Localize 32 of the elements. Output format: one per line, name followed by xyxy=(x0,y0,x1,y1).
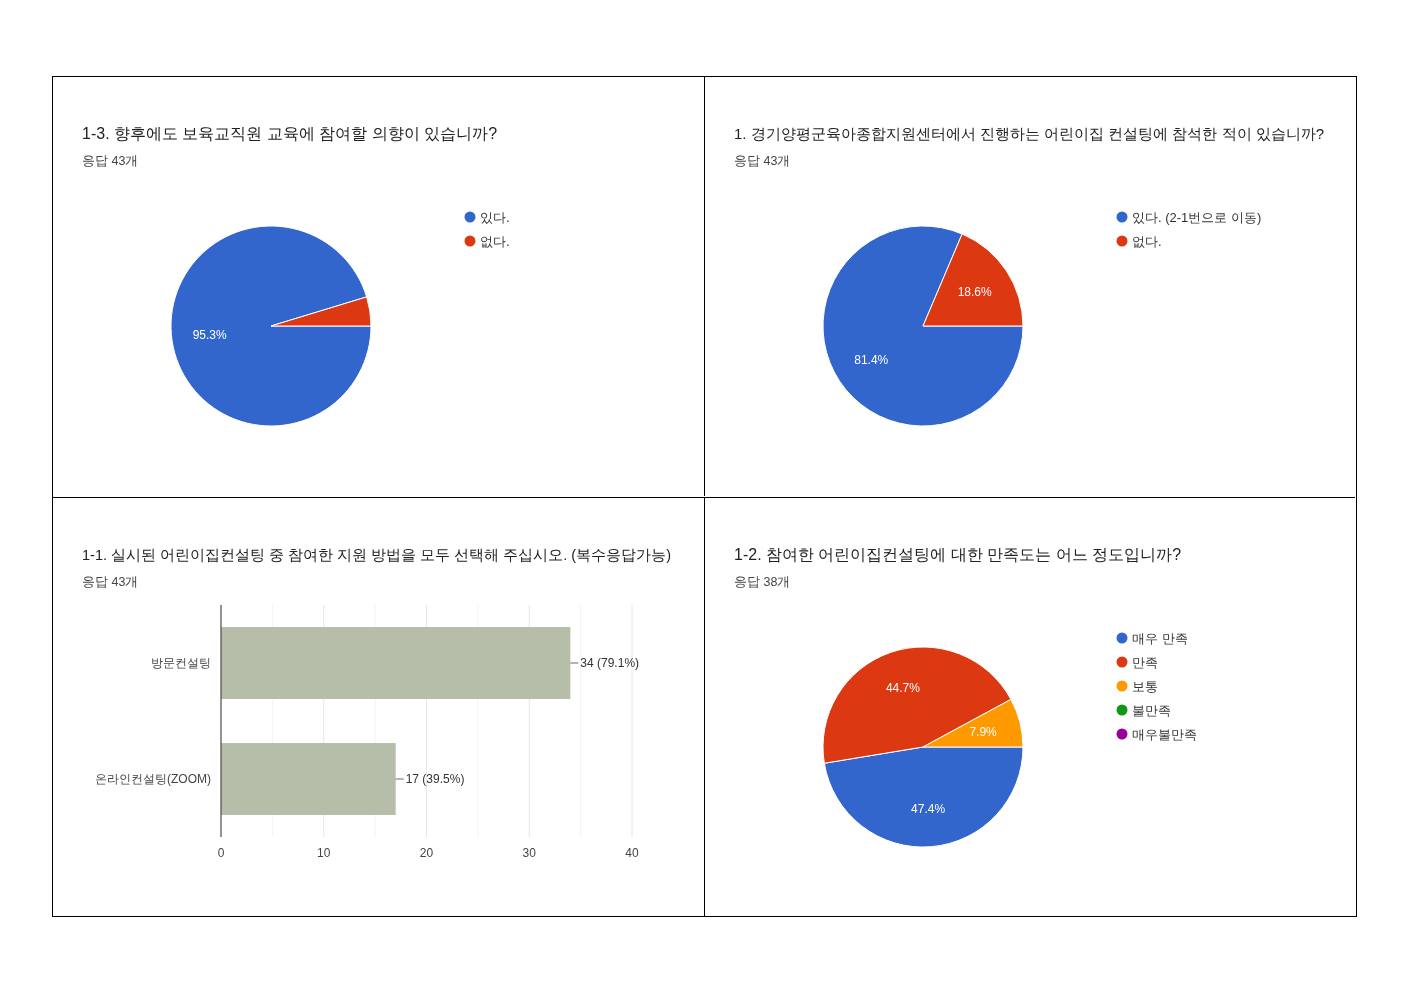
x-tick-label: 40 xyxy=(625,846,639,860)
chart-subtitle: 응답 43개 xyxy=(734,154,791,168)
text: 응답 43개 xyxy=(82,575,139,589)
legend-label: 매우 만족 xyxy=(1132,631,1188,646)
legend-label: 있다. xyxy=(480,210,510,225)
data-label: 17 (39.5%) xyxy=(405,772,465,786)
legend-label: 만족 xyxy=(1132,655,1158,670)
data-label: 44.7% xyxy=(885,681,921,696)
legend-label: 없다. xyxy=(1132,234,1162,249)
chart-title: 1-1. 실시된 어린이집컨설팅 중 참여한 지원 방법을 모두 선택해 주십시오. (복수응답가능) xyxy=(82,547,671,563)
x-tick-label: 0 xyxy=(217,846,225,860)
y-tick-label: 방문컨설팅 xyxy=(151,656,211,670)
x-tick-label: 20 xyxy=(419,846,434,860)
y-tick-label: 온라인컨설팅(ZOOM) xyxy=(95,772,211,786)
legend-label: 있다. (2-1번으로 이동) xyxy=(1132,210,1262,225)
chart-title: 1-3. 향후에도 보육교직원 교육에 참여할 의향이 있습니까? xyxy=(82,125,498,142)
x-tick-label: 30 xyxy=(522,846,537,860)
chart-subtitle: 응답 43개 xyxy=(82,154,139,168)
x-tick-label: 10 xyxy=(317,846,331,860)
legend-label: 매우불만족 xyxy=(1132,727,1197,742)
legend-label: 불만족 xyxy=(1132,703,1171,718)
data-label: 7.9% xyxy=(969,724,998,739)
data-label: 95.3% xyxy=(192,328,228,343)
chart-title: 1. 경기양평군육아종합지원센터에서 진행하는 어린이집 컨설팅에 참석한 적이 있습니까? xyxy=(734,125,1325,142)
legend-label: 없다. xyxy=(480,234,510,249)
chart-title: 1-2. 참여한 어린이집컨설팅에 대한 만족도는 어느 정도입니까? xyxy=(734,546,1182,563)
data-label: 47.4% xyxy=(911,801,946,816)
chart-subtitle: 응답 38개 xyxy=(734,575,791,589)
data-label: 18.6% xyxy=(957,284,993,299)
data-label: 81.4% xyxy=(854,353,889,368)
data-label: 34 (79.1%) xyxy=(580,656,640,670)
legend-label: 보통 xyxy=(1132,679,1158,694)
